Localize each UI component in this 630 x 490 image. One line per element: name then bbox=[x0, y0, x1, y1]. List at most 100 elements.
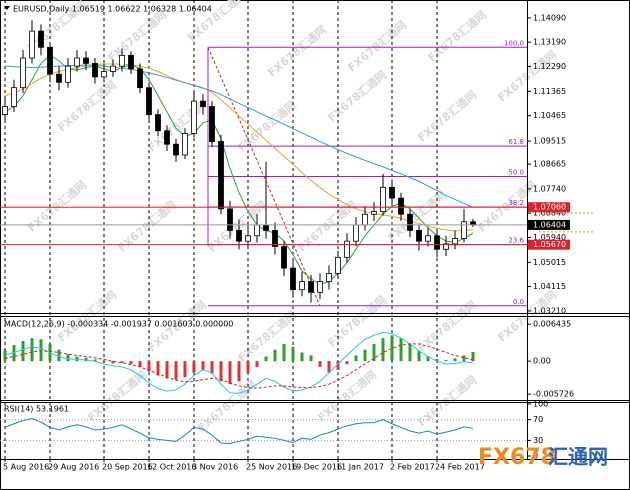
y-tick-label: 1.03210 bbox=[533, 306, 566, 315]
macd-bar bbox=[57, 349, 61, 362]
macd-bar bbox=[444, 360, 448, 362]
series-line bbox=[4, 54, 474, 285]
macd-bar bbox=[300, 352, 304, 362]
fib-label: 100.0 bbox=[504, 39, 524, 47]
candle-body bbox=[335, 256, 341, 274]
macd-bar bbox=[129, 361, 133, 365]
x-tick-label: 2 Feb 2017 bbox=[390, 463, 435, 472]
menu-icon bbox=[4, 6, 10, 10]
candle-body bbox=[110, 65, 116, 72]
candle-body bbox=[56, 73, 62, 83]
macd-bar bbox=[192, 361, 196, 373]
candle-body bbox=[272, 230, 278, 247]
candle-body bbox=[38, 30, 44, 48]
series-line bbox=[4, 331, 474, 394]
y-tick-label: 1.09515 bbox=[533, 137, 566, 146]
candle-body bbox=[398, 197, 404, 215]
candle-body bbox=[92, 63, 98, 78]
macd-bar bbox=[462, 355, 466, 362]
price-label-box bbox=[528, 239, 570, 250]
candle-body bbox=[263, 224, 269, 231]
candle-body bbox=[227, 208, 233, 231]
x-tick-label: 5 Aug 2016 bbox=[3, 463, 49, 472]
candle-body bbox=[452, 238, 458, 245]
y-tick-label: 100 bbox=[533, 400, 548, 409]
macd-bar bbox=[273, 349, 277, 362]
macd-bar bbox=[237, 361, 241, 382]
x-tick-label: 11 Jan 2017 bbox=[336, 463, 384, 472]
current-price-label: 1.06404 bbox=[533, 220, 566, 229]
macd-bar bbox=[120, 361, 124, 363]
y-tick-label: 1.05940 bbox=[533, 233, 566, 242]
candle-body bbox=[74, 57, 80, 67]
candle-body bbox=[389, 186, 395, 199]
x-tick-label: 3 Nov 2016 bbox=[192, 463, 238, 472]
price-label: 1.07060 bbox=[533, 203, 566, 212]
y-tick-label: 1.07740 bbox=[533, 184, 566, 193]
candle-body bbox=[353, 224, 359, 242]
y-tick-label: 1.04115 bbox=[533, 282, 566, 291]
candle-body bbox=[416, 230, 422, 242]
candle-body bbox=[2, 106, 8, 116]
macd-bar bbox=[75, 356, 79, 362]
macd-bar bbox=[30, 338, 34, 362]
macd-bar bbox=[219, 361, 223, 382]
candle-body bbox=[128, 54, 134, 70]
candle-body bbox=[407, 213, 413, 231]
candle-body bbox=[146, 87, 152, 116]
x-tick-label: 12 Oct 2016 bbox=[147, 463, 196, 472]
macd-bar bbox=[165, 361, 169, 379]
candle-body bbox=[380, 186, 386, 212]
candle-body bbox=[155, 114, 161, 132]
y-tick-label: 30 bbox=[533, 436, 543, 445]
macd-bar bbox=[291, 346, 295, 362]
macd-bar bbox=[309, 355, 313, 362]
macd-bar bbox=[93, 359, 97, 362]
candle-body bbox=[200, 100, 206, 107]
candle-body bbox=[254, 224, 260, 237]
macd-bar bbox=[399, 338, 403, 362]
macd-bar bbox=[12, 345, 16, 362]
y-tick-label: 1.05015 bbox=[533, 258, 566, 267]
candle-body bbox=[218, 141, 224, 210]
plot: 100.061.850.038.223.60.01.070601.056701.… bbox=[0, 20, 595, 445]
candle-body bbox=[362, 213, 368, 226]
macd-bar bbox=[102, 361, 106, 363]
y-tick-label: 1.13190 bbox=[533, 38, 566, 47]
candle-body bbox=[245, 235, 251, 242]
candle-body bbox=[119, 54, 125, 67]
candle-body bbox=[299, 281, 305, 291]
y-tick-label: 1.14090 bbox=[533, 13, 566, 22]
candle-body bbox=[101, 71, 107, 78]
x-tick-label: 29 Aug 2016 bbox=[48, 463, 99, 472]
candle-body bbox=[236, 230, 242, 242]
macd-bar bbox=[372, 343, 376, 362]
macd-bar bbox=[174, 361, 178, 380]
y-tick-label: 1.12290 bbox=[533, 62, 566, 71]
macd-bar bbox=[66, 354, 70, 362]
candle-body bbox=[11, 87, 17, 107]
current-price-box bbox=[528, 219, 570, 230]
fib-label: 50.0 bbox=[508, 169, 524, 177]
y-tick-label: 0.00 bbox=[533, 357, 551, 366]
macd-bar bbox=[156, 361, 160, 376]
main-header: EURUSD,Daily 1.06519 1.06622 1.06328 1.0… bbox=[13, 5, 212, 14]
logo-brand: FX678 bbox=[478, 445, 556, 470]
macd-bar bbox=[336, 361, 340, 370]
x-tick-label: 24 Feb 2017 bbox=[435, 463, 485, 472]
candle-body bbox=[173, 143, 179, 156]
fib-label: 0.0 bbox=[513, 298, 524, 306]
fib-label: 38.2 bbox=[508, 199, 524, 207]
macd-header: MACD(12,26,9) -0.000334 -0.001937 0.0016… bbox=[4, 320, 233, 329]
candle-body bbox=[317, 281, 323, 293]
y-tick-label: 1.08665 bbox=[533, 160, 566, 169]
macd-bar bbox=[426, 356, 430, 362]
macd-bar bbox=[408, 343, 412, 362]
candle-body bbox=[29, 30, 35, 59]
series-line bbox=[4, 63, 474, 232]
macd-bar bbox=[228, 361, 232, 385]
candle-body bbox=[290, 267, 296, 291]
macd-bar bbox=[264, 356, 268, 362]
